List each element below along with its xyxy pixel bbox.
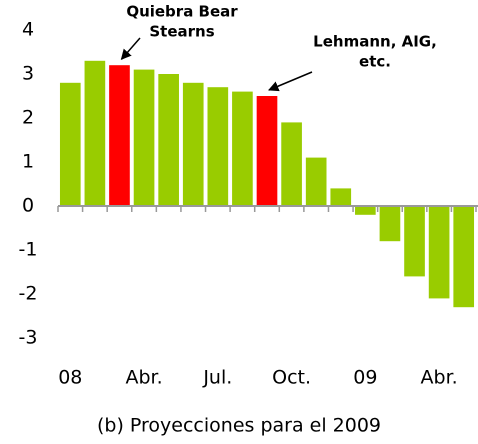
y-tick-label: -1 [19,239,38,261]
bar [133,69,155,206]
bar [404,206,425,277]
y-tick-label: 3 [22,63,34,85]
bar [158,74,179,206]
bar [256,96,278,206]
annotation: etc. [359,53,391,71]
bar [281,122,302,206]
y-tick-label: 1 [22,151,34,173]
bar [232,91,253,206]
bar [330,188,352,206]
bar [109,65,130,206]
y-tick-label: 4 [22,19,34,41]
y-tick-label: -2 [19,283,38,305]
bar [59,82,81,206]
annotation: Quiebra Bear [126,3,238,21]
annotation-arrow [268,71,313,92]
bar [379,206,401,242]
bar [355,206,376,215]
bar [182,82,204,206]
chart-title: (b) Proyecciones para el 2009 [97,415,381,437]
y-tick-label: -3 [19,327,38,349]
annotation: Lehmann, AIG, [313,33,437,51]
x-tick-label: 09 [353,367,377,389]
bar [428,206,450,299]
x-tick-label: Jul. [202,367,232,389]
x-tick-label: Abr. [421,367,458,389]
annotation: Stearns [149,23,214,41]
x-tick-label: 08 [58,367,82,389]
bar [305,157,327,206]
bar [207,87,229,206]
bar [453,206,475,308]
x-tick-label: Oct. [272,367,311,389]
y-tick-label: 2 [22,107,34,129]
annotation-arrow [120,37,141,60]
bar [84,60,106,206]
x-tick-label: Abr. [125,367,162,389]
y-tick-label: 0 [22,195,34,217]
